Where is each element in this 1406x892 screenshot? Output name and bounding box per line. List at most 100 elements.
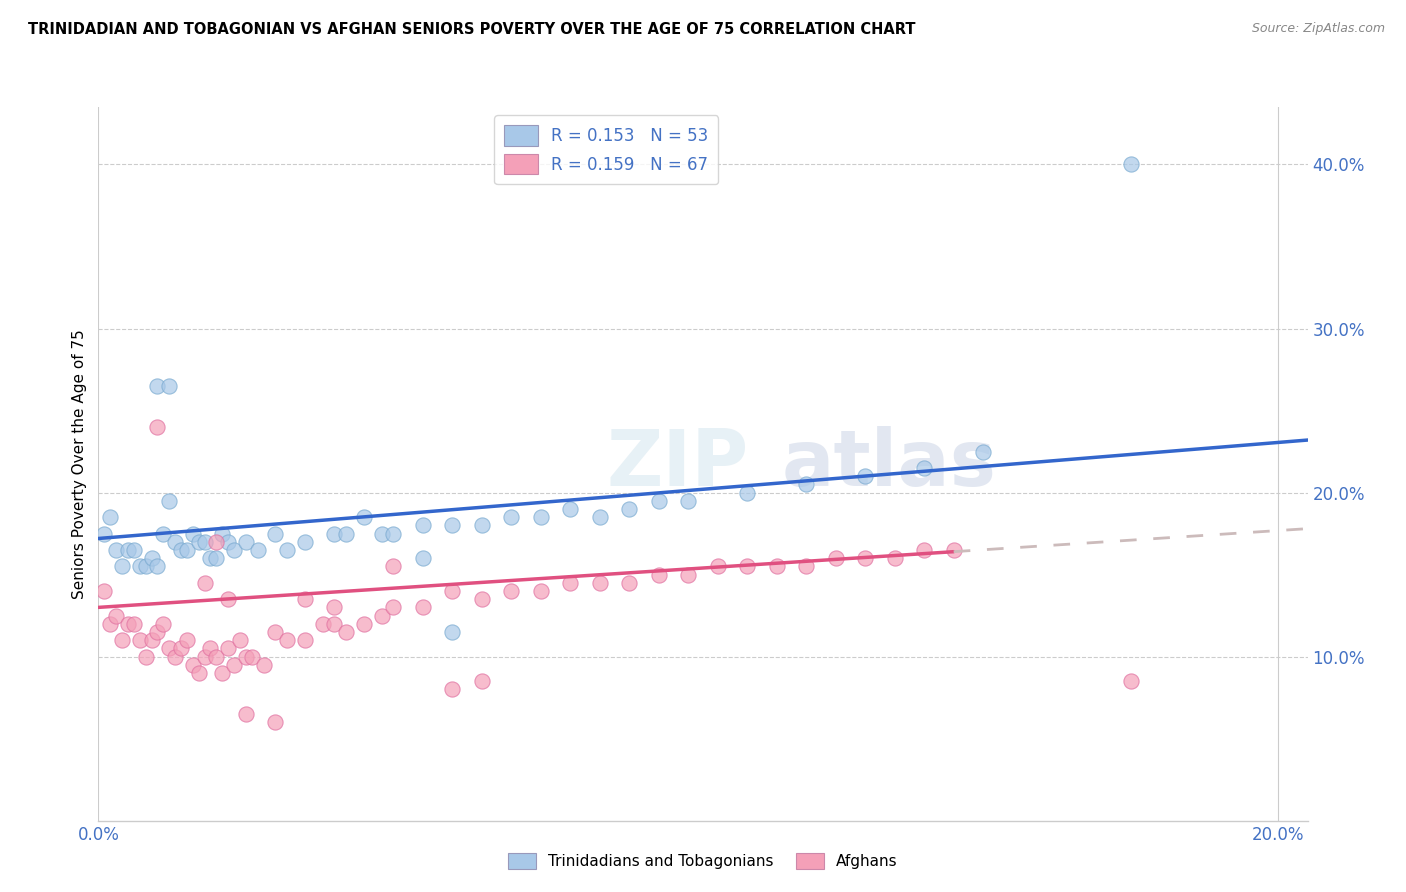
Point [912, 543, 935, 558]
Point [170, 543, 193, 558]
Point [217, 534, 239, 549]
Text: Source: ZipAtlas.com: Source: ZipAtlas.com [1251, 22, 1385, 36]
Point [370, 608, 392, 623]
Point [157, 641, 180, 656]
Point [141, 633, 163, 648]
Point [794, 477, 817, 491]
Point [765, 559, 787, 574]
Point [912, 461, 935, 475]
Point [335, 526, 357, 541]
Point [471, 518, 494, 533]
Point [323, 600, 346, 615]
Point [146, 420, 169, 434]
Point [157, 493, 180, 508]
Point [501, 510, 523, 524]
Point [176, 543, 198, 558]
Point [501, 584, 523, 599]
Point [93, 526, 115, 541]
Point [619, 575, 641, 590]
Point [335, 625, 357, 640]
Point [412, 551, 434, 566]
Point [135, 649, 157, 664]
Point [294, 592, 316, 607]
Point [311, 616, 333, 631]
Point [170, 641, 193, 656]
Point [471, 674, 494, 689]
Point [122, 543, 145, 558]
Point [141, 551, 163, 566]
Point [229, 633, 252, 648]
Point [323, 526, 346, 541]
Point [824, 551, 846, 566]
Point [370, 526, 392, 541]
Point [222, 543, 245, 558]
Point [111, 559, 134, 574]
Point [382, 600, 405, 615]
Text: TRINIDADIAN AND TOBAGONIAN VS AFGHAN SENIORS POVERTY OVER THE AGE OF 75 CORRELAT: TRINIDADIAN AND TOBAGONIAN VS AFGHAN SEN… [28, 22, 915, 37]
Point [194, 575, 217, 590]
Point [117, 543, 139, 558]
Point [276, 543, 298, 558]
Point [105, 608, 128, 623]
Point [678, 567, 700, 582]
Point [1119, 674, 1142, 689]
Point [128, 559, 150, 574]
Point [853, 551, 876, 566]
Point [217, 641, 239, 656]
Point [181, 526, 204, 541]
Point [187, 665, 209, 680]
Point [706, 559, 728, 574]
Point [194, 534, 217, 549]
Point [530, 584, 553, 599]
Point [276, 633, 298, 648]
Point [146, 625, 169, 640]
Point [648, 567, 671, 582]
Point [117, 616, 139, 631]
Point [205, 534, 228, 549]
Point [883, 551, 905, 566]
Point [200, 551, 222, 566]
Point [181, 657, 204, 672]
Point [205, 649, 228, 664]
Point [412, 600, 434, 615]
Point [235, 534, 257, 549]
Point [128, 633, 150, 648]
Point [294, 534, 316, 549]
Point [246, 543, 269, 558]
Point [441, 518, 464, 533]
Point [1119, 157, 1142, 171]
Point [264, 715, 287, 730]
Point [678, 493, 700, 508]
Point [157, 379, 180, 393]
Point [382, 526, 405, 541]
Point [98, 616, 121, 631]
Point [294, 633, 316, 648]
Point [98, 510, 121, 524]
Point [589, 510, 612, 524]
Point [176, 633, 198, 648]
Point [240, 649, 263, 664]
Point [794, 559, 817, 574]
Point [152, 526, 174, 541]
Point [735, 559, 758, 574]
Point [187, 534, 209, 549]
Point [165, 534, 187, 549]
Point [194, 649, 217, 664]
Point [205, 551, 228, 566]
Legend: R = 0.153   N = 53, R = 0.159   N = 67: R = 0.153 N = 53, R = 0.159 N = 67 [495, 115, 718, 185]
Point [122, 616, 145, 631]
Point [152, 616, 174, 631]
Point [648, 493, 671, 508]
Point [382, 559, 405, 574]
Point [146, 559, 169, 574]
Point [165, 649, 187, 664]
Point [441, 625, 464, 640]
Point [353, 616, 375, 631]
Point [589, 575, 612, 590]
Point [235, 706, 257, 721]
Point [235, 649, 257, 664]
Point [211, 526, 233, 541]
Point [217, 592, 239, 607]
Point [412, 518, 434, 533]
Point [105, 543, 128, 558]
